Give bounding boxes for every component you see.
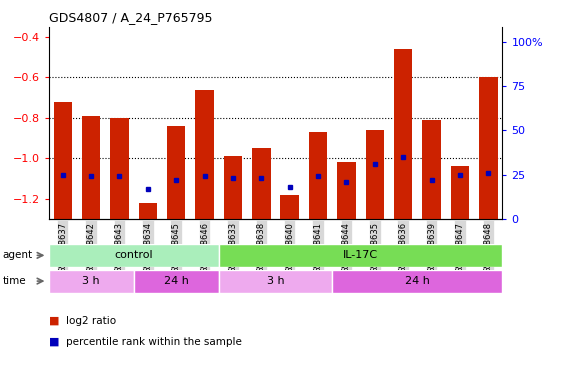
Bar [309, 132, 327, 219]
Text: agent: agent [3, 250, 33, 260]
Bar [195, 89, 214, 219]
Bar [49, 270, 134, 293]
Bar [252, 148, 271, 219]
Text: percentile rank within the sample: percentile rank within the sample [66, 337, 242, 347]
Bar [280, 195, 299, 219]
Text: IL-17C: IL-17C [343, 250, 378, 260]
Bar [332, 270, 502, 293]
Bar [54, 102, 72, 219]
Bar [139, 203, 157, 219]
Bar [423, 120, 441, 219]
Bar [337, 162, 356, 219]
Bar [365, 130, 384, 219]
Bar [219, 244, 502, 267]
Bar [394, 49, 412, 219]
Text: 3 h: 3 h [267, 276, 284, 286]
Bar [224, 156, 242, 219]
Bar [49, 244, 219, 267]
Bar [82, 116, 100, 219]
Bar [479, 78, 497, 219]
Bar [219, 270, 332, 293]
Text: 3 h: 3 h [82, 276, 100, 286]
Text: control: control [114, 250, 153, 260]
Bar [134, 270, 219, 293]
Text: GDS4807 / A_24_P765795: GDS4807 / A_24_P765795 [49, 11, 212, 24]
Text: log2 ratio: log2 ratio [66, 316, 116, 326]
Text: ■: ■ [49, 337, 59, 347]
Text: time: time [3, 276, 26, 286]
Text: ■: ■ [49, 316, 59, 326]
Text: 24 h: 24 h [405, 276, 430, 286]
Bar [110, 118, 128, 219]
Text: 24 h: 24 h [164, 276, 188, 286]
Bar [167, 126, 186, 219]
Bar [451, 166, 469, 219]
